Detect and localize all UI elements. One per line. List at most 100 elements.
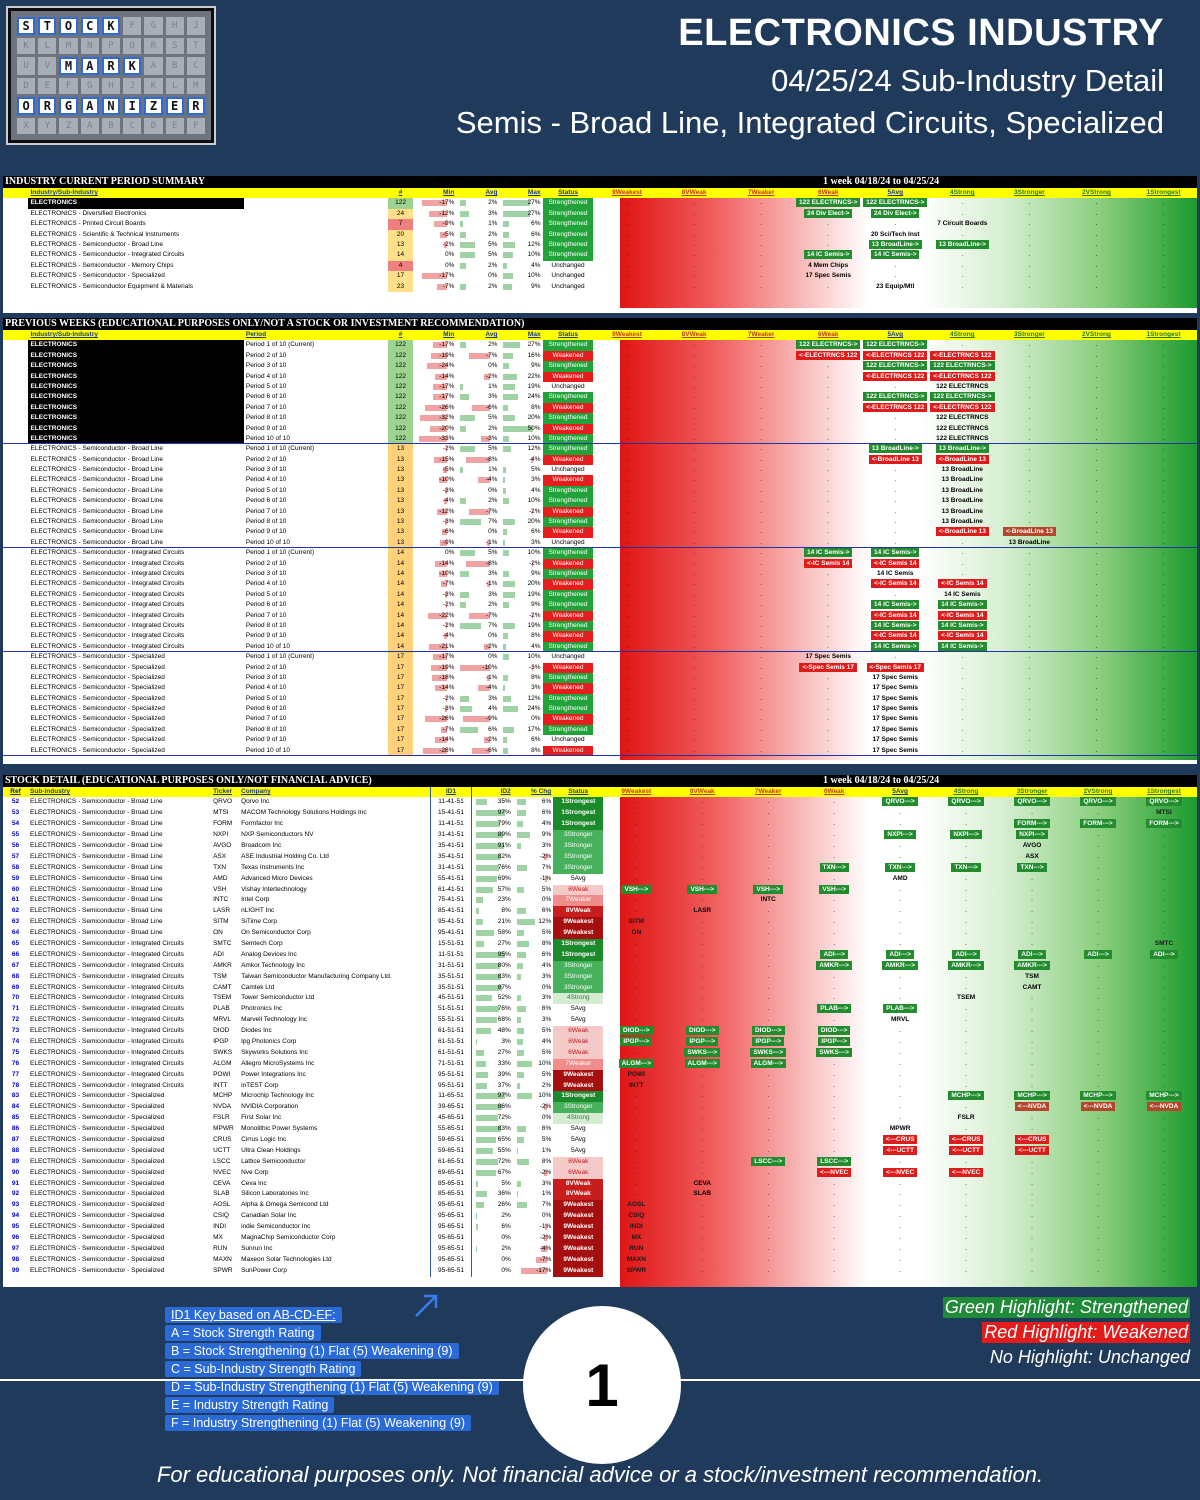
max-cell: 10%	[499, 496, 542, 506]
matrix-marker: CEVA	[693, 1179, 712, 1187]
matrix-header-4strong: 4Strong	[950, 331, 975, 338]
pct-change-cell: 4%	[513, 819, 554, 830]
pct-change-cell-bar	[516, 1017, 522, 1024]
pct-change-cell-text: 3%	[541, 841, 552, 849]
count-cell: 13	[387, 475, 414, 486]
sub-industry-cell: ELECTRONICS - Semiconductor - Specialize…	[30, 1136, 165, 1143]
previous-weeks-table: Industry/Sub-Industry Period # Min Avg Max Sta…	[3, 330, 1197, 761]
avg-cell-bar	[472, 404, 491, 411]
key-line: F = Industry Strengthening (1) Flat (5) …	[165, 1415, 472, 1431]
matrix-cell: .	[833, 1244, 836, 1252]
avg-cell-bar	[460, 394, 470, 401]
matrix-cell: .	[1095, 341, 1098, 349]
status-cell: Weakened	[542, 506, 594, 518]
ticker-cell: SWKS	[213, 1048, 233, 1056]
industry-name: ELECTRONICS - Semiconductor - Integrated…	[30, 611, 185, 619]
id2-cell: 36%	[472, 1189, 513, 1200]
key-line: C = Sub-Industry Strength Rating	[165, 1361, 362, 1377]
min-cell-text: -26%	[439, 715, 455, 723]
matrix-marker: TXN--->	[819, 862, 849, 872]
matrix-marker: SITM	[628, 918, 645, 926]
max-cell-bar	[503, 570, 509, 577]
ref-cell: 93	[11, 1201, 20, 1209]
sub-industry-cell: ELECTRONICS - Semiconductor - Integrated…	[30, 972, 184, 980]
matrix-cell: .	[760, 424, 763, 432]
matrix-cell: FORM--->	[999, 819, 1065, 830]
industry-name: ELECTRONICS - Semiconductor - Broad Line	[30, 466, 164, 474]
ref-cell: 71	[11, 1005, 20, 1013]
matrix-marker: FORM--->	[1080, 819, 1116, 829]
matrix-marker: AOSL	[627, 1201, 646, 1209]
matrix-cell: .	[693, 559, 695, 567]
matrix-cell: .	[961, 715, 964, 723]
industry-name: ELECTRONICS	[28, 198, 244, 209]
status-cell: Weakened	[542, 371, 594, 382]
matrix-marker: 17 Spec Semis	[872, 684, 919, 692]
matrix-header-3stronger: 3Stronger	[1014, 189, 1045, 196]
matrix-cell: .	[833, 841, 836, 849]
avg-cell: 3%	[456, 590, 499, 600]
count-cell: 17	[387, 724, 414, 736]
max-cell: -2%	[499, 507, 542, 517]
min-cell: -26%	[413, 714, 456, 724]
spacer	[3, 434, 28, 443]
matrix-cell: .	[965, 907, 967, 915]
status-cell: Strengthened	[542, 239, 594, 251]
matrix-cell: .	[1162, 725, 1165, 733]
id2-cell: 86%	[472, 1102, 513, 1113]
matrix-cell: .	[961, 684, 964, 692]
matrix-cell: .	[965, 1005, 967, 1013]
matrix-cell: .	[1095, 736, 1098, 744]
industry-name: ELECTRONICS - Semiconductor - Integrated…	[30, 251, 185, 259]
avg-cell-text: 4%	[488, 705, 498, 713]
period-cell: Period 2 of 10	[245, 559, 287, 567]
summary-header-row: Industry/Sub-Industry # Min Avg Max Status 9We…	[3, 188, 1197, 199]
avg-cell-bar	[460, 591, 470, 598]
summary-row: ELECTRONICS - Semiconductor Equipment & …	[3, 281, 1197, 292]
logo-letter: M	[59, 38, 78, 54]
matrix-cell: .	[1163, 896, 1165, 904]
ref-cell: 58	[11, 863, 20, 871]
matrix-cell: .	[1163, 831, 1165, 839]
industry-name: ELECTRONICS - Semiconductor - Specialize…	[30, 736, 165, 744]
matrix-cell: .	[1162, 341, 1165, 349]
key-line: E = Industry Strength Rating	[165, 1397, 335, 1413]
id2-cell-text: 52%	[497, 994, 511, 1002]
col-header: % Chg	[531, 788, 552, 795]
min-cell-bar	[439, 231, 448, 238]
logo-letter: K	[17, 38, 36, 54]
avg-cell-text: 2%	[488, 497, 498, 505]
status-cell: Weakened	[542, 745, 594, 756]
matrix-cell: 13 BroadLine->	[929, 239, 996, 250]
ticker-cell: AVGO	[213, 841, 232, 849]
matrix-cell: .	[1095, 518, 1098, 526]
rating-cell: 3Stronger	[553, 840, 604, 852]
company-cell: MagnaChip Semiconductor Corp	[241, 1234, 336, 1242]
matrix-cell: .	[626, 351, 628, 359]
spacer	[3, 486, 28, 496]
max-cell: 3%	[499, 475, 542, 485]
logo-letter: J	[123, 78, 142, 94]
id2-cell: 52%	[472, 993, 513, 1004]
matrix-cell: .	[899, 1157, 902, 1165]
avg-cell: -2%	[456, 372, 499, 382]
min-cell: -14%	[413, 372, 456, 382]
matrix-marker: PLAB--->	[817, 1004, 852, 1014]
ticker-cell: IPGP	[213, 1037, 229, 1045]
previous-row: ELECTRONICS Period 1 of 10 (Current) 122 -1…	[3, 340, 1197, 351]
matrix-cell: .	[1163, 874, 1165, 882]
pct-change-cell: 0%	[513, 895, 554, 906]
spacer	[3, 559, 28, 569]
matrix-cell: .	[961, 569, 964, 577]
matrix-cell: AMKR--->	[867, 960, 933, 972]
min-cell-bar	[429, 210, 448, 217]
company-cell: Nve Corp	[241, 1168, 269, 1176]
matrix-header-7weaker: 7Weaker	[747, 189, 775, 196]
period-cell: Period 9 of 10	[245, 632, 287, 640]
matrix-marker: 13 BroadLine->	[935, 239, 989, 249]
ticker-cell: TXN	[213, 863, 227, 871]
pct-change-cell: 3%	[513, 972, 554, 983]
logo-letter: C	[123, 118, 142, 134]
pct-change-cell-bar	[516, 1191, 519, 1198]
matrix-cell: .	[701, 961, 704, 969]
